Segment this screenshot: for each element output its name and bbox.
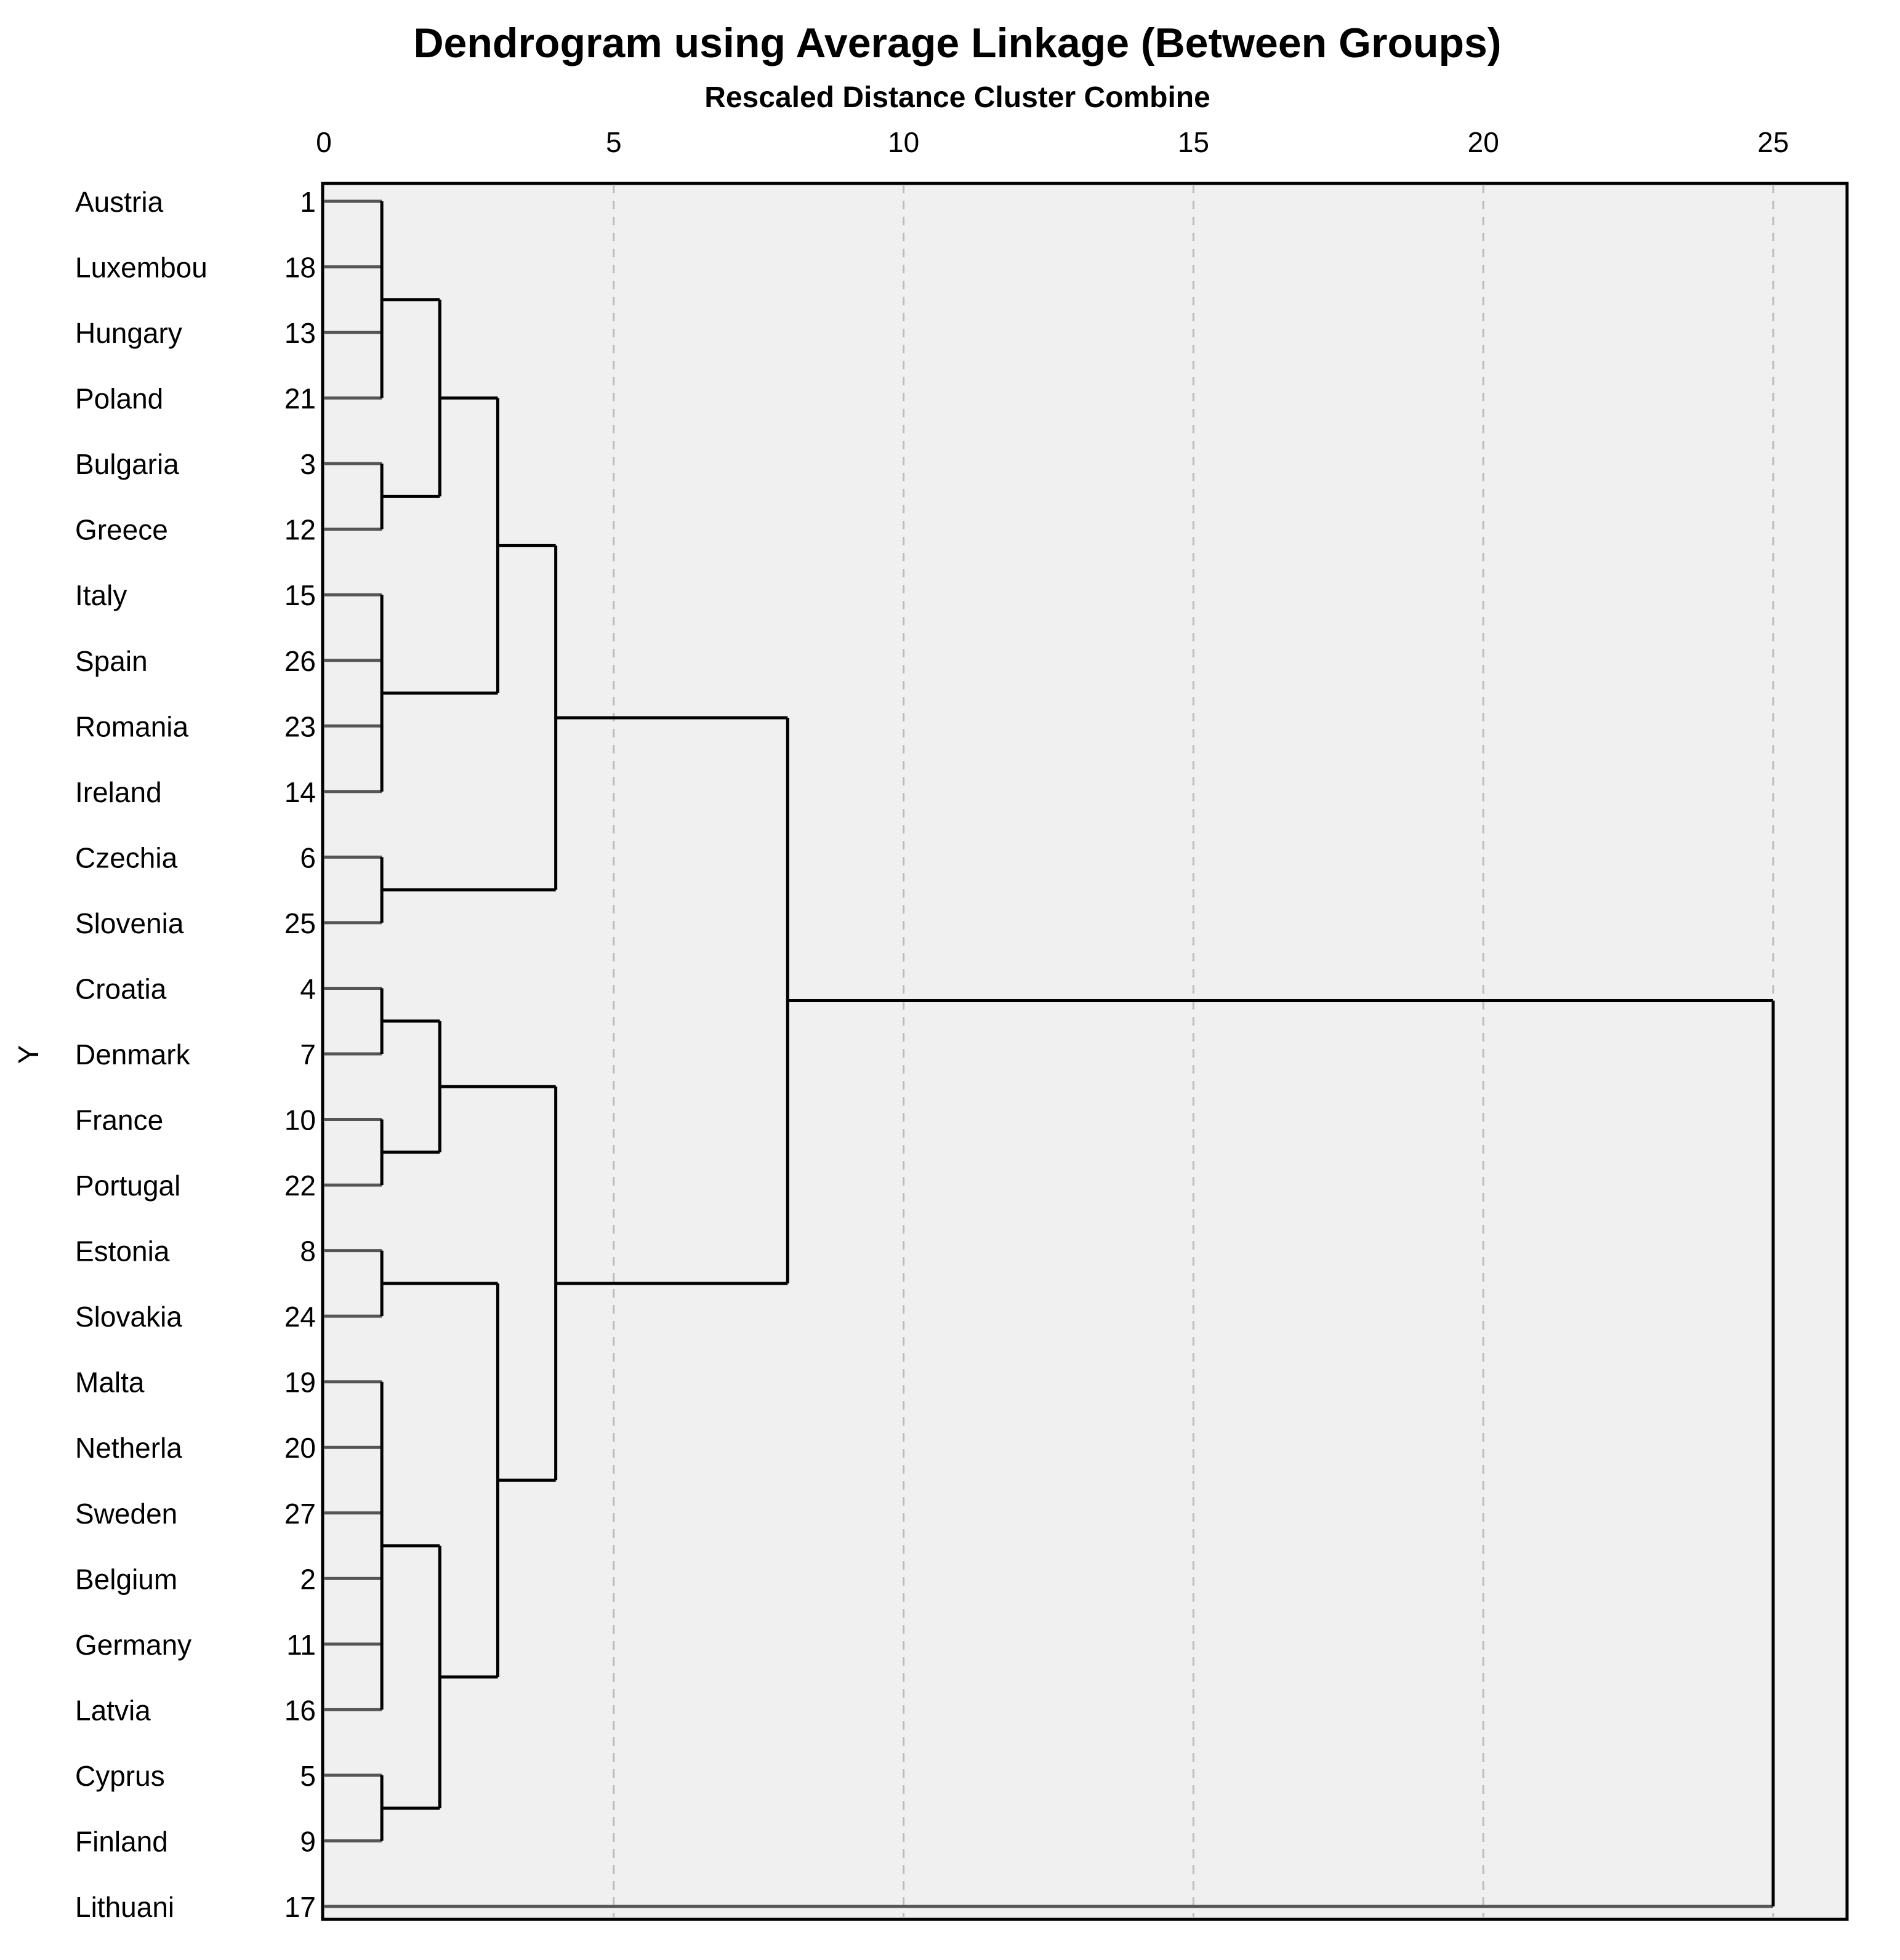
leaf-label-portugal: Portugal: [75, 1170, 180, 1202]
x-tick-label-10: 10: [888, 126, 919, 158]
leaf-id-10: 10: [284, 1104, 316, 1136]
leaf-label-cyprus: Cyprus: [75, 1760, 165, 1792]
leaf-id-23: 23: [284, 710, 316, 742]
leaf-label-czechia: Czechia: [75, 841, 178, 874]
leaf-label-belgium: Belgium: [75, 1563, 177, 1595]
leaf-label-lithuani: Lithuani: [75, 1891, 174, 1923]
leaf-label-romania: Romania: [75, 710, 189, 742]
leaf-id-25: 25: [284, 907, 316, 939]
leaf-id-19: 19: [284, 1367, 316, 1399]
leaf-label-slovenia: Slovenia: [75, 907, 184, 939]
leaf-label-hungary: Hungary: [75, 317, 182, 349]
x-tick-label-15: 15: [1178, 126, 1209, 158]
leaf-id-24: 24: [284, 1301, 316, 1333]
chart-title: Dendrogram using Average Linkage (Betwee…: [413, 20, 1501, 66]
leaf-id-20: 20: [284, 1432, 316, 1464]
leaf-labels: Austria 1 Luxembou 18 Hungary 13 Poland 21 Bulga…: [75, 186, 316, 1923]
leaf-id-2: 2: [300, 1563, 316, 1595]
leaf-id-21: 21: [284, 383, 316, 415]
leaf-id-6: 6: [300, 841, 316, 874]
leaf-label-bulgaria: Bulgaria: [75, 448, 179, 480]
leaf-label-greece: Greece: [75, 514, 168, 546]
leaf-label-spain: Spain: [75, 645, 148, 677]
leaf-label-estonia: Estonia: [75, 1235, 170, 1267]
x-tick-label-5: 5: [606, 126, 622, 158]
leaf-id-1: 1: [300, 186, 316, 218]
leaf-label-france: France: [75, 1104, 163, 1136]
leaf-label-sweden: Sweden: [75, 1498, 177, 1530]
dendrogram-branches: [324, 199, 1775, 1908]
leaf-label-denmark: Denmark: [75, 1038, 191, 1070]
leaf-label-slovakia: Slovakia: [75, 1301, 182, 1333]
leaf-id-18: 18: [284, 252, 316, 284]
leaf-label-malta: Malta: [75, 1367, 145, 1399]
plot-area: [321, 182, 1849, 1921]
leaf-label-ireland: Ireland: [75, 776, 162, 808]
x-tick-label-0: 0: [316, 126, 332, 158]
x-axis-ticks: 0 5 10 15 20 25: [316, 126, 1789, 158]
leaf-id-7: 7: [300, 1038, 316, 1070]
leaf-id-27: 27: [284, 1498, 316, 1530]
leaf-id-13: 13: [284, 317, 316, 349]
leaf-id-5: 5: [300, 1760, 316, 1792]
chart-subtitle: Rescaled Distance Cluster Combine: [704, 81, 1210, 114]
leaf-id-15: 15: [284, 579, 316, 611]
leaf-id-8: 8: [300, 1235, 316, 1267]
leaf-id-22: 22: [284, 1170, 316, 1202]
leaf-id-17: 17: [284, 1891, 316, 1923]
leaf-label-finland: Finland: [75, 1825, 168, 1857]
leaf-id-16: 16: [284, 1694, 316, 1726]
x-tick-label-20: 20: [1468, 126, 1499, 158]
leaf-label-poland: Poland: [75, 383, 163, 415]
leaf-label-luxembou: Luxembou: [75, 252, 207, 284]
leaf-id-3: 3: [300, 448, 316, 480]
leaf-label-italy: Italy: [75, 579, 127, 611]
leaf-id-26: 26: [284, 645, 316, 677]
y-axis-label: Y: [12, 1045, 44, 1064]
leaf-id-11: 11: [286, 1629, 316, 1661]
leaf-label-germany: Germany: [75, 1629, 191, 1661]
leaf-label-croatia: Croatia: [75, 973, 167, 1005]
leaf-label-latvia: Latvia: [75, 1694, 151, 1726]
leaf-label-netherla: Netherla: [75, 1432, 182, 1464]
leaf-id-4: 4: [300, 973, 316, 1005]
leaf-label-austria: Austria: [75, 186, 164, 218]
leaf-id-14: 14: [284, 776, 316, 808]
x-tick-label-25: 25: [1757, 126, 1789, 158]
leaf-id-12: 12: [284, 514, 316, 546]
leaf-id-9: 9: [300, 1825, 316, 1857]
